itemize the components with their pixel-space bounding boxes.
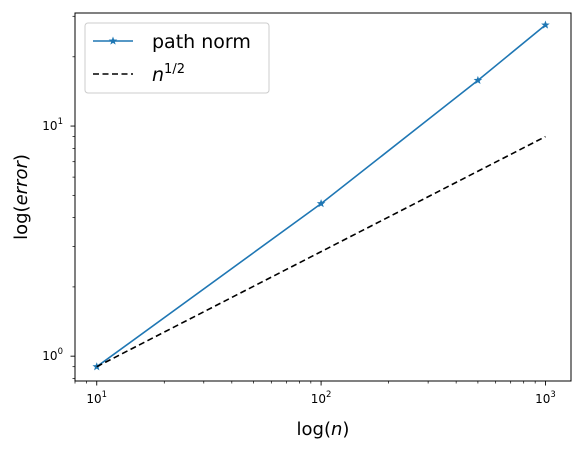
series-0-point bbox=[473, 75, 483, 84]
series-0-point bbox=[541, 20, 550, 29]
plot-frame bbox=[74, 12, 572, 382]
legend-label-path-norm: path norm bbox=[152, 31, 251, 53]
axes-layer: 101 102 103 100 101 bbox=[42, 15, 556, 406]
x-tick-label: 102 bbox=[311, 390, 332, 406]
series-line-0 bbox=[96, 24, 546, 368]
legend: path norm n1/2 bbox=[84, 22, 270, 94]
legend-label-sqrt-n: n1/2 bbox=[152, 62, 185, 86]
x-axis-title: log(n) bbox=[297, 419, 350, 440]
x-tick-label: 101 bbox=[86, 390, 107, 406]
series-0-point bbox=[316, 199, 326, 208]
y-axis-title: log(error) bbox=[11, 154, 32, 240]
y-tick-label: 100 bbox=[42, 347, 63, 363]
series-layer bbox=[92, 20, 550, 371]
legend-marker-path-norm bbox=[108, 36, 118, 45]
x-tick-label: 103 bbox=[535, 390, 556, 406]
y-tick-label: 101 bbox=[42, 117, 63, 133]
series-line-1 bbox=[96, 135, 546, 368]
